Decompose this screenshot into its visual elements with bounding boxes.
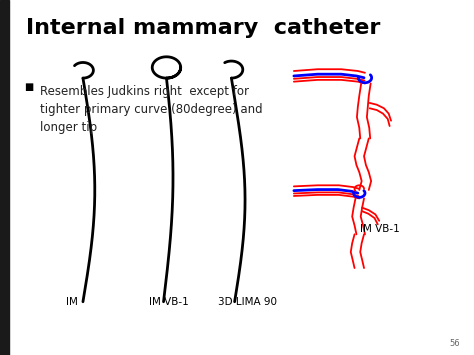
Text: 56: 56 (449, 339, 460, 348)
Text: ■: ■ (24, 82, 33, 92)
Text: IM: IM (66, 297, 78, 307)
Text: IM VB-1: IM VB-1 (149, 297, 189, 307)
Text: 3D LIMA 90: 3D LIMA 90 (218, 297, 277, 307)
Text: IM VB-1: IM VB-1 (360, 224, 400, 234)
Bar (0, 0, 9, 355)
Text: Internal mammary  catheter: Internal mammary catheter (26, 18, 381, 38)
Text: Resembles Judkins right  except for
tighter primary curve (80degree) and
longer : Resembles Judkins right except for tight… (40, 85, 263, 134)
